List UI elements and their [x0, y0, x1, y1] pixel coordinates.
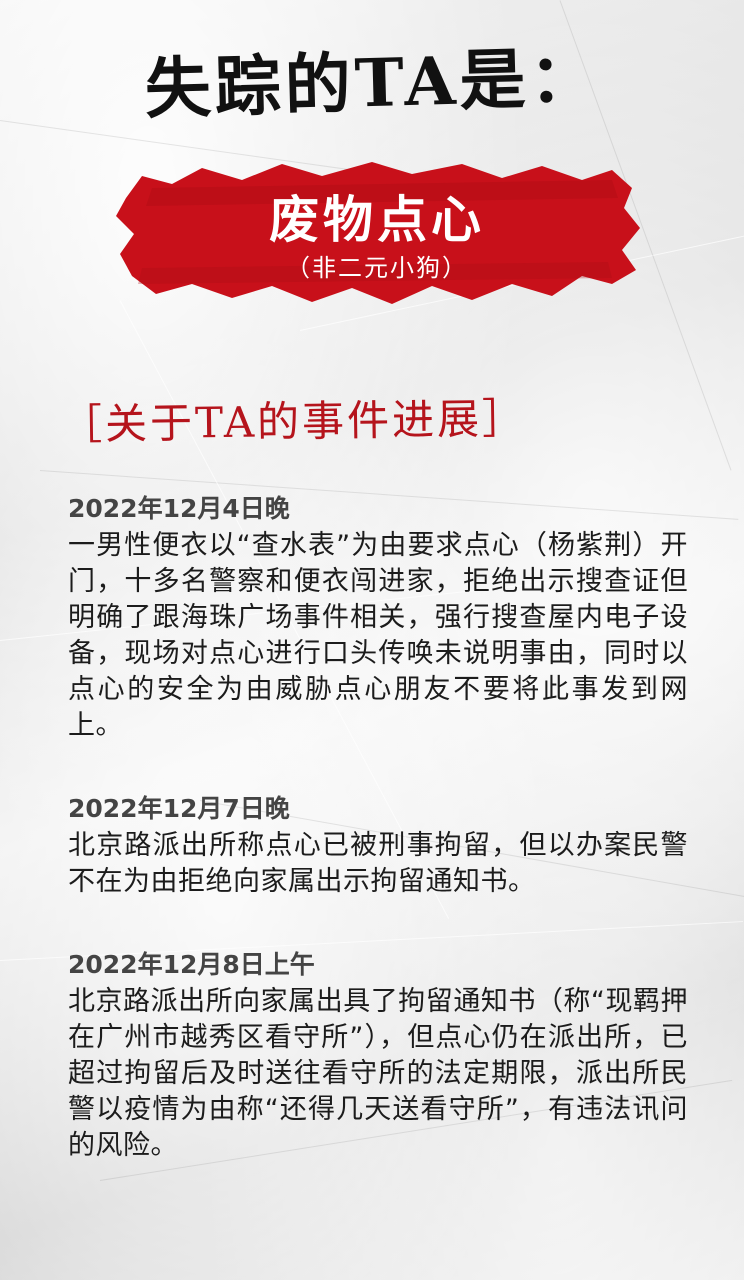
red-brush-stroke — [116, 162, 640, 304]
event-date: 2022年12月4日晚 — [68, 494, 290, 523]
event-item: 2022年12月8日上午 北京路派出所向家属出具了拘留通知书（称“现羁押在广州市… — [68, 946, 688, 1164]
event-date: 2022年12月8日上午 — [68, 950, 315, 979]
event-item: 2022年12月7日晚 北京路派出所称点心已被刑事拘留，但以办案民警不在为由拒绝… — [68, 790, 688, 900]
event-description: 一男性便衣以“查水表”为由要求点心（杨紫荆）开门，十多名警察和便衣闯进家，拒绝出… — [68, 530, 688, 741]
event-item: 2022年12月4日晚 一男性便衣以“查水表”为由要求点心（杨紫荆）开门，十多名… — [68, 490, 688, 744]
missing-person-subtitle: （非二元小狗） — [286, 254, 468, 282]
missing-person-name: 废物点心 — [269, 190, 485, 249]
section-heading: ［关于TA的事件进展］ — [59, 393, 528, 450]
event-description: 北京路派出所向家属出具了拘留通知书（称“现羁押在广州市越秀区看守所”），但点心仍… — [68, 986, 688, 1161]
event-date: 2022年12月7日晚 — [68, 794, 290, 823]
name-banner: 废物点心 （非二元小狗） — [112, 158, 642, 308]
page-title: 失踪的TA是： — [143, 38, 601, 128]
event-timeline: 2022年12月4日晚 一男性便衣以“查水表”为由要求点心（杨紫荆）开门，十多名… — [68, 490, 688, 1210]
event-description: 北京路派出所称点心已被刑事拘留，但以办案民警不在为由拒绝向家属出示拘留通知书。 — [68, 830, 688, 897]
